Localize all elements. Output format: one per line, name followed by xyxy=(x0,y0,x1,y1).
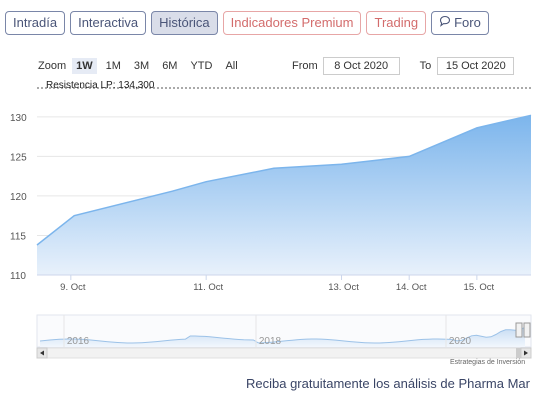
tab-label: Intradía xyxy=(13,15,58,30)
scrollbar-track[interactable] xyxy=(36,347,532,359)
to-label: To xyxy=(419,60,432,72)
from-date-input[interactable]: 8 Oct 2020 xyxy=(322,57,400,75)
to-date-input[interactable]: 15 Oct 2020 xyxy=(437,57,515,75)
arrow-right-icon xyxy=(524,350,528,356)
resistance-label: Resistencia LP: 134,300 xyxy=(46,80,155,91)
x-tick-label: 9. Oct xyxy=(60,282,86,293)
data-point[interactable] xyxy=(341,163,343,165)
tab-label: Interactiva xyxy=(78,15,139,30)
zoom-button-6m[interactable]: 6M xyxy=(162,60,178,72)
navigator-handle-left[interactable] xyxy=(515,322,523,338)
from-label: From xyxy=(292,60,318,72)
tab-label: Foro xyxy=(454,15,481,30)
y-tick-label: 110 xyxy=(10,271,26,282)
date-range: From 8 Oct 2020 To 15 Oct 2020 xyxy=(292,57,515,75)
y-tick-label: 115 xyxy=(10,231,26,242)
zoom-selector: Zoom 1W 1M 3M 6M YTD All xyxy=(38,58,247,74)
zoom-button-1w[interactable]: 1W xyxy=(72,58,97,74)
y-tick-label: 125 xyxy=(10,152,27,163)
data-point[interactable] xyxy=(408,155,410,157)
zoom-button-all[interactable]: All xyxy=(225,60,238,72)
price-chart[interactable]: 110 115 120 125 130 9. Oct 11. Oct 13. Oct 14. O… xyxy=(0,75,545,370)
zoom-button-ytd[interactable]: YTD xyxy=(190,60,213,72)
tab-label: Trading xyxy=(374,15,419,30)
data-point[interactable] xyxy=(273,167,275,169)
y-tick-label: 130 xyxy=(10,113,27,124)
data-point[interactable] xyxy=(73,215,75,217)
data-point[interactable] xyxy=(530,114,532,116)
navigator-year-label: 2018 xyxy=(259,336,282,347)
y-tick-label: 120 xyxy=(10,192,27,203)
price-area xyxy=(37,115,531,275)
tab-hist-rica[interactable]: Histórica xyxy=(151,11,218,35)
navigator-year-label: 2020 xyxy=(449,336,472,347)
x-tick-label: 13. Oct xyxy=(328,282,359,293)
navigator-year-label: 2016 xyxy=(67,336,90,347)
tab-intrad-a[interactable]: Intradía xyxy=(5,11,66,35)
data-point[interactable] xyxy=(36,244,38,246)
price-line xyxy=(36,114,532,246)
tab-trading[interactable]: Trading xyxy=(366,11,427,35)
data-point[interactable] xyxy=(171,190,173,192)
chat-icon xyxy=(439,12,451,34)
tab-interactiva[interactable]: Interactiva xyxy=(70,11,147,35)
data-point[interactable] xyxy=(205,181,207,183)
x-tick-label: 15. Oct xyxy=(464,282,495,293)
x-tick-label: 11. Oct xyxy=(193,282,223,293)
x-tick-label: 14. Oct xyxy=(396,282,427,293)
tab-indicadores-premium[interactable]: Indicadores Premium xyxy=(222,11,362,35)
data-point[interactable] xyxy=(476,127,478,129)
tab-foro[interactable]: Foro xyxy=(431,11,489,35)
tab-bar: Intradía Interactiva Histórica Indicadores … xyxy=(5,11,489,35)
navigator-area xyxy=(40,327,525,347)
navigator-line xyxy=(39,326,526,344)
navigator-handle-right[interactable] xyxy=(523,322,531,338)
chart-credit: Estrategias de Inversión xyxy=(450,359,526,366)
tab-label: Indicadores Premium xyxy=(230,15,354,30)
zoom-button-3m[interactable]: 3M xyxy=(133,60,150,72)
promo-text[interactable]: Reciba gratuitamente los análisis de Pha… xyxy=(246,376,530,391)
arrow-left-icon xyxy=(40,350,44,356)
tab-label: Histórica xyxy=(159,15,210,30)
scrollbar-thumb[interactable] xyxy=(516,348,521,358)
zoom-button-1m[interactable]: 1M xyxy=(105,60,121,72)
zoom-label: Zoom xyxy=(38,60,67,72)
